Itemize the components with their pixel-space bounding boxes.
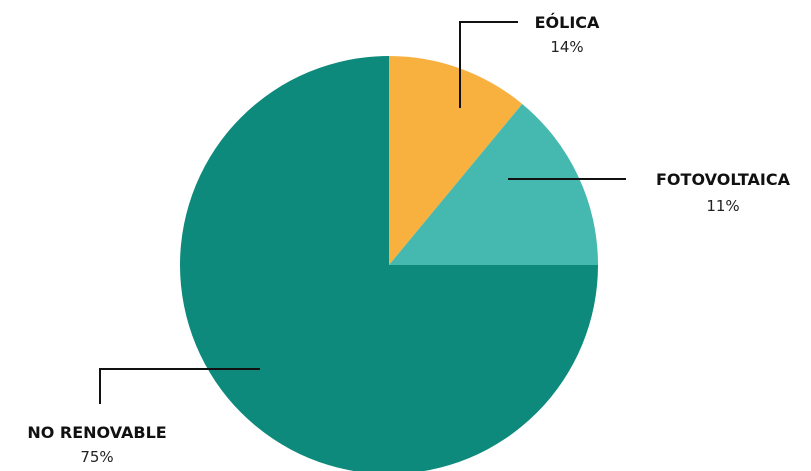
slice-value-no-renovable: 75% (80, 448, 113, 466)
slice-value-eólica: 14% (550, 38, 583, 56)
slice-label-fotovoltaica: FOTOVOLTAICA (656, 170, 791, 189)
slice-value-fotovoltaica: 11% (706, 197, 739, 215)
slice-label-no-renovable: NO RENOVABLE (27, 423, 166, 442)
pie-slice-fotovoltaica (389, 103, 598, 266)
leader-line-no-renovable (99, 368, 260, 404)
pie-slice-eólica (389, 56, 523, 265)
slice-label-eólica: EÓLICA (535, 13, 600, 32)
leader-line-eólica (459, 21, 518, 108)
pie-slice-no-renovable (180, 56, 598, 471)
